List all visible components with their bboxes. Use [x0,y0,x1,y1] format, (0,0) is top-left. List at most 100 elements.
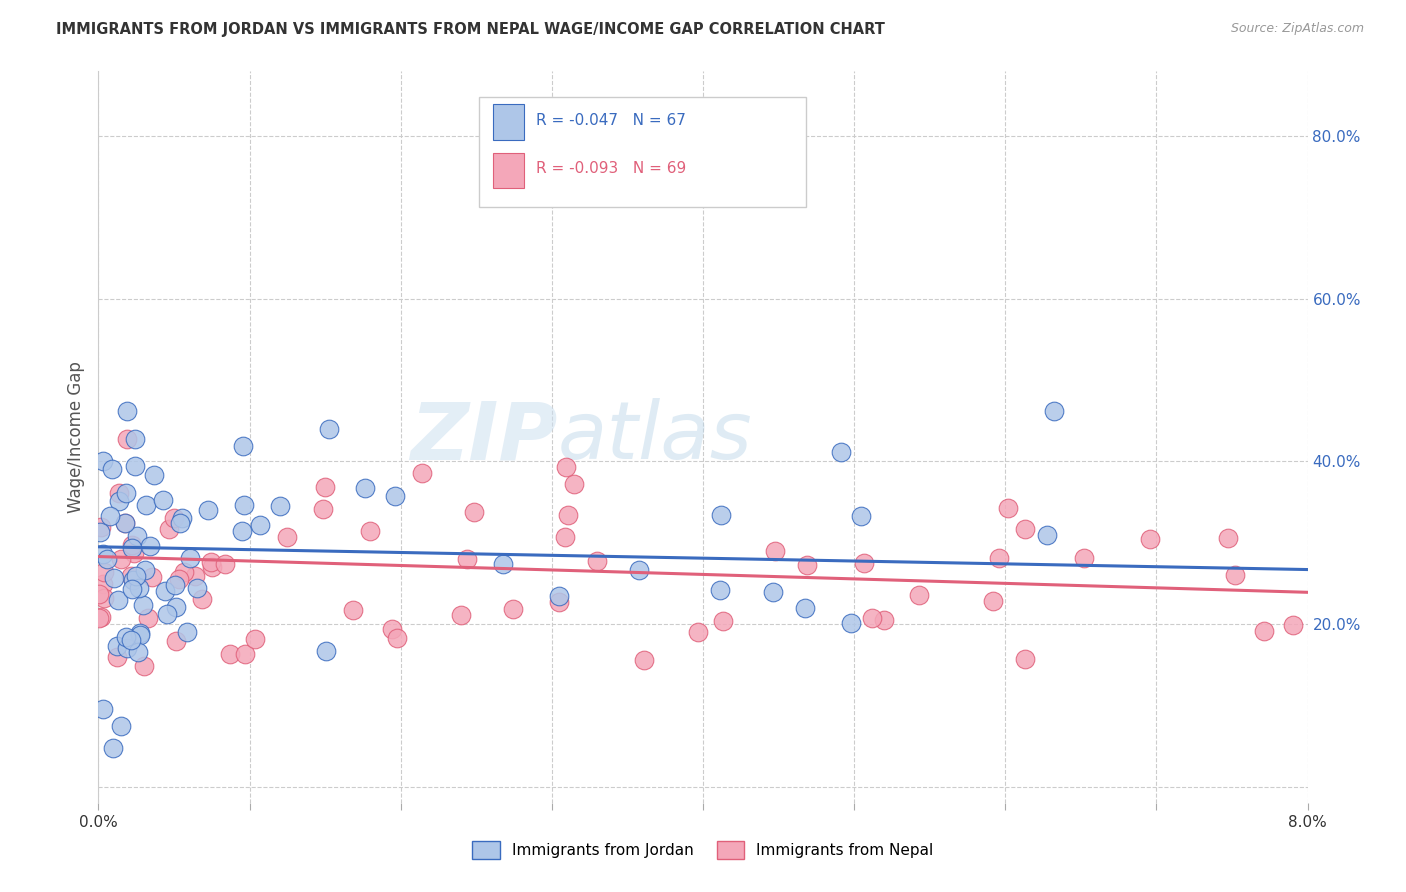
Text: IMMIGRANTS FROM JORDAN VS IMMIGRANTS FROM NEPAL WAGE/INCOME GAP CORRELATION CHAR: IMMIGRANTS FROM JORDAN VS IMMIGRANTS FRO… [56,22,886,37]
Point [165,599,187,614]
Point [120,632,142,647]
Point [231,524,253,538]
Point [91,702,114,716]
Point [450,608,472,623]
Point [134,563,156,577]
Point [232,498,254,512]
Point [128,581,150,595]
Point [796,558,818,573]
Point [139,539,162,553]
Point [793,600,815,615]
FancyBboxPatch shape [479,97,806,207]
FancyBboxPatch shape [492,104,524,140]
Legend: Immigrants from Jordan, Immigrants from Nepal: Immigrants from Jordan, Immigrants from … [467,835,939,864]
Point [627,563,650,577]
Point [108,486,131,500]
Point [710,508,733,523]
Point [218,647,240,661]
Point [381,623,404,637]
Point [1043,404,1066,418]
Point [852,556,875,570]
Point [547,595,569,609]
Point [711,614,734,628]
Point [165,578,187,592]
Point [201,560,224,574]
Point [120,569,142,583]
Point [312,501,335,516]
Point [152,492,174,507]
Point [197,502,219,516]
Point [132,598,155,612]
Point [1139,532,1161,546]
Point [276,530,298,544]
Point [115,485,138,500]
Point [315,644,337,658]
Point [176,624,198,639]
Point [1036,528,1059,542]
Point [110,551,132,566]
Point [1014,652,1036,666]
Point [162,510,184,524]
Point [157,522,180,536]
Point [359,524,381,539]
Point [1253,624,1275,638]
Y-axis label: Wage/Income Gap: Wage/Income Gap [66,361,84,513]
Point [179,551,201,566]
Point [456,552,478,566]
Point [908,588,931,602]
Point [186,582,208,596]
Point [124,569,146,583]
Point [997,500,1019,515]
Point [167,572,190,586]
Point [554,530,576,544]
Point [142,467,165,482]
Point [101,740,124,755]
Point [115,403,138,417]
Point [129,626,152,640]
Point [555,460,578,475]
Point [860,611,883,625]
Point [125,529,148,543]
Text: Source: ZipAtlas.com: Source: ZipAtlas.com [1230,22,1364,36]
Point [136,611,159,625]
Point [101,462,124,476]
Point [1073,550,1095,565]
Point [988,551,1011,566]
Point [135,498,157,512]
Point [1281,618,1303,632]
Point [114,516,136,530]
Point [981,593,1004,607]
Point [318,422,340,436]
Point [122,545,145,559]
Point [89,611,111,625]
Point [105,649,128,664]
Point [91,454,114,468]
Point [839,615,862,630]
Point [105,639,128,653]
FancyBboxPatch shape [492,153,524,188]
Point [114,516,136,531]
Text: R = -0.093   N = 69: R = -0.093 N = 69 [536,161,686,176]
Point [141,570,163,584]
Point [463,505,485,519]
Point [763,544,786,558]
Point [169,516,191,530]
Text: atlas: atlas [558,398,752,476]
Point [127,645,149,659]
Point [562,477,585,491]
Point [90,520,112,534]
Point [873,613,896,627]
Point [121,582,143,596]
Point [90,610,112,624]
Point [314,480,336,494]
Point [586,554,609,568]
Point [385,631,408,645]
Point [91,547,114,561]
Point [354,481,377,495]
Point [384,489,406,503]
Point [1014,522,1036,536]
Point [165,634,187,648]
Point [200,555,222,569]
Point [107,593,129,607]
Point [184,569,207,583]
